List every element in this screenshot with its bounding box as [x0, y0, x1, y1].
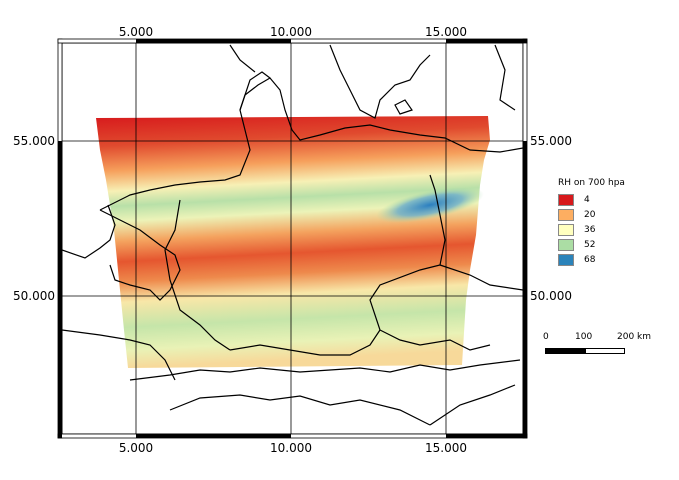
germany-west: [164, 199, 231, 351]
denmark: [239, 71, 271, 111]
scale-bar: 0 100 200 km: [543, 332, 665, 362]
scale-label-200: 200 km: [617, 332, 652, 342]
legend-item: 20: [558, 207, 625, 222]
scale-segment-white: [585, 348, 625, 354]
france-east: [62, 329, 176, 381]
uk-coast: [62, 204, 116, 259]
germany-south: [229, 329, 381, 356]
scale-segment-black: [545, 348, 585, 354]
y-tick-right-55: 55.000: [530, 134, 572, 148]
alps: [129, 359, 521, 381]
legend-swatch: [558, 193, 574, 206]
legend: RH on 700 hpa 4 20 36 52 68: [558, 178, 625, 267]
legend-swatch: [558, 208, 574, 221]
rh-raster: [96, 116, 490, 368]
x-tick-bottom-15: 15.000: [425, 441, 467, 455]
legend-item: 36: [558, 222, 625, 237]
sweden-coast: [329, 44, 431, 119]
coastlines: [62, 44, 523, 426]
legend-item: 52: [558, 237, 625, 252]
legend-item: 4: [558, 192, 625, 207]
finland: [494, 44, 516, 111]
x-tick-top-15: 15.000: [425, 25, 467, 39]
coastline-north: [99, 77, 523, 211]
x-tick-top-5: 5.000: [119, 25, 153, 39]
y-tick-left-55: 55.000: [13, 134, 55, 148]
frame-border: [57, 38, 528, 439]
baltic-island: [394, 99, 413, 115]
y-tick-right-50: 50.000: [530, 289, 572, 303]
poland-south: [439, 264, 523, 291]
rh-blue-core: [376, 187, 484, 223]
legend-swatch: [558, 253, 574, 266]
norway-coast: [229, 44, 256, 73]
czech: [379, 329, 491, 351]
scale-label-100: 100: [575, 332, 593, 342]
legend-swatch: [558, 238, 574, 251]
rh-field: [96, 116, 490, 368]
legend-label: 68: [584, 254, 596, 265]
netherlands-belgium: [99, 209, 181, 301]
legend-label: 4: [584, 194, 590, 205]
graticule: [62, 43, 523, 434]
legend-title: RH on 700 hpa: [558, 178, 625, 188]
x-tick-bottom-10: 10.000: [270, 441, 312, 455]
legend-label: 52: [584, 239, 596, 250]
adriatic: [429, 384, 516, 426]
x-tick-bottom-5: 5.000: [119, 441, 153, 455]
legend-swatch: [558, 223, 574, 236]
italy-north: [169, 394, 431, 426]
y-tick-left-50: 50.000: [13, 289, 55, 303]
legend-label: 36: [584, 224, 596, 235]
legend-item: 68: [558, 252, 625, 267]
x-tick-top-10: 10.000: [270, 25, 312, 39]
legend-label: 20: [584, 209, 596, 220]
scale-label-0: 0: [543, 332, 549, 342]
